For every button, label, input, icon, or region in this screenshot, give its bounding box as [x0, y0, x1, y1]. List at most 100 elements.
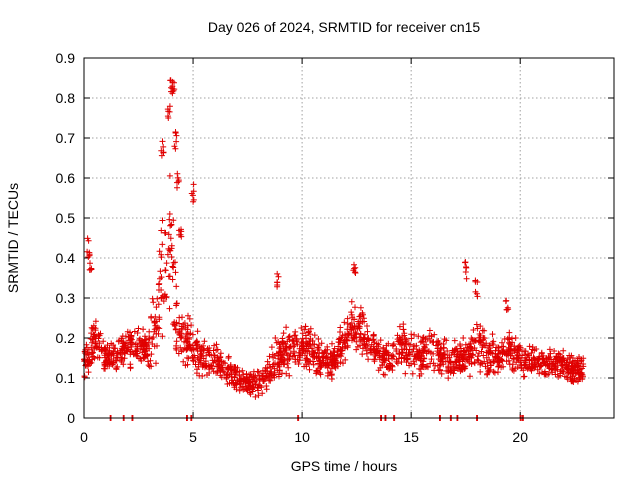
data-point	[172, 345, 179, 352]
data-point	[221, 369, 228, 376]
data-point	[159, 217, 166, 224]
data-point	[158, 147, 165, 154]
data-point	[173, 319, 180, 326]
data-point	[384, 364, 391, 371]
data-point	[174, 174, 181, 181]
data-point	[547, 350, 554, 357]
data-point	[164, 251, 171, 258]
data-point	[184, 354, 191, 361]
data-point	[487, 345, 493, 351]
data-point	[442, 358, 449, 365]
data-point	[185, 312, 191, 319]
data-point	[116, 337, 123, 344]
data-point	[172, 269, 179, 276]
data-point	[239, 367, 246, 374]
data-point	[351, 265, 358, 272]
data-point	[127, 361, 134, 368]
data-point	[177, 330, 184, 337]
data-point	[370, 331, 377, 338]
data-point	[266, 376, 273, 383]
data-point	[228, 367, 235, 374]
data-point	[134, 350, 141, 357]
data-point	[551, 348, 558, 354]
data-point	[190, 181, 197, 188]
data-point	[376, 352, 383, 359]
data-point	[468, 354, 475, 361]
data-point	[100, 338, 107, 345]
data-point	[360, 311, 366, 318]
data-point	[531, 359, 538, 366]
y-tick-label: 0.1	[56, 370, 76, 386]
data-points	[81, 77, 587, 421]
data-point	[357, 304, 364, 311]
data-point	[171, 86, 178, 93]
data-point	[528, 350, 535, 356]
data-point	[314, 347, 321, 353]
data-point	[293, 338, 300, 345]
data-point	[497, 350, 503, 356]
data-point	[85, 237, 92, 244]
data-point	[256, 372, 263, 379]
data-point	[397, 336, 404, 343]
data-point	[295, 361, 302, 367]
data-point	[283, 370, 290, 377]
data-point	[357, 342, 363, 349]
data-point	[318, 340, 325, 347]
data-point	[487, 359, 494, 366]
data-point	[444, 348, 451, 354]
data-point	[377, 337, 384, 344]
data-point	[310, 348, 316, 355]
data-point	[172, 130, 179, 136]
data-point	[385, 356, 392, 362]
data-point	[213, 370, 220, 376]
data-point	[156, 314, 163, 321]
data-point	[311, 332, 318, 339]
data-point	[118, 357, 125, 364]
data-point	[474, 353, 481, 360]
data-point	[491, 358, 498, 365]
data-point	[320, 357, 326, 364]
data-point	[271, 371, 278, 378]
data-point	[364, 328, 371, 335]
data-point	[428, 356, 435, 363]
data-point	[280, 330, 287, 337]
data-point	[165, 245, 172, 252]
data-point	[168, 221, 175, 228]
data-point	[295, 349, 302, 356]
data-point	[407, 351, 413, 358]
data-point	[442, 351, 449, 358]
y-tick-label: 0	[67, 410, 75, 426]
data-point	[306, 366, 313, 373]
data-point	[166, 216, 173, 223]
data-point	[127, 351, 134, 358]
y-tick-label: 0.5	[56, 210, 76, 226]
data-point	[531, 364, 538, 371]
data-point	[472, 337, 479, 344]
data-point	[552, 371, 559, 378]
data-point	[464, 356, 471, 363]
data-point	[529, 344, 536, 350]
x-tick-label: 20	[512, 429, 528, 445]
data-point	[381, 357, 388, 364]
data-point	[294, 341, 301, 348]
data-point	[328, 360, 335, 367]
data-point	[168, 254, 175, 260]
data-point	[351, 331, 358, 338]
data-point	[559, 368, 566, 375]
data-point	[250, 368, 257, 375]
data-point	[90, 353, 97, 360]
data-point	[156, 280, 163, 287]
data-point	[188, 347, 195, 354]
data-point	[211, 352, 217, 359]
data-point	[539, 369, 545, 376]
data-point	[316, 358, 323, 365]
data-point	[182, 335, 189, 342]
data-point	[480, 352, 487, 359]
data-point	[383, 349, 390, 356]
data-point	[404, 355, 411, 362]
data-point	[198, 344, 205, 351]
data-point	[322, 360, 329, 367]
data-point	[268, 344, 275, 351]
chart-title: Day 026 of 2024, SRMTID for receiver cn1…	[208, 19, 481, 35]
data-point	[159, 138, 166, 145]
